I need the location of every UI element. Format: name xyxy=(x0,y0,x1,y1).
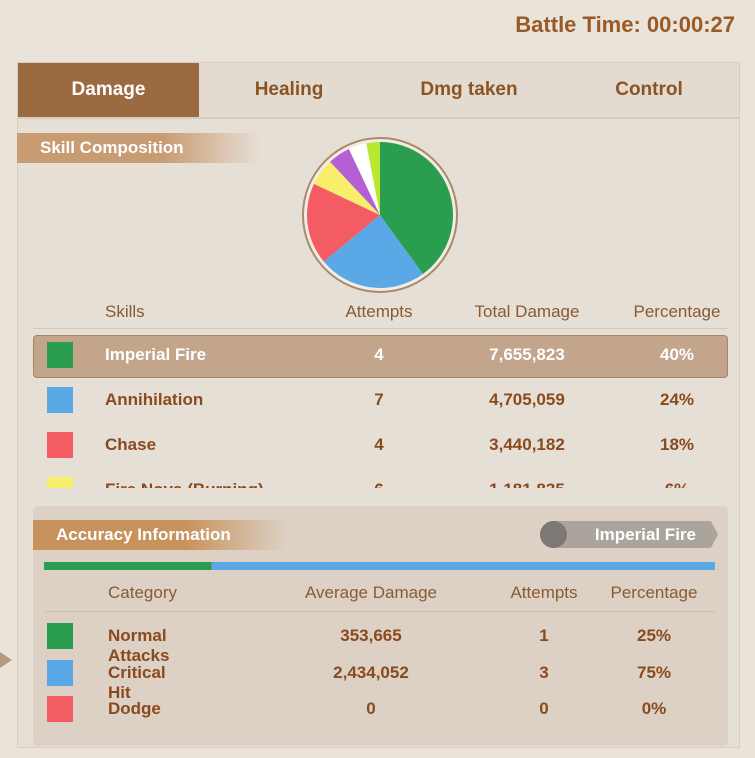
cell: 25% xyxy=(636,626,672,645)
cell: Normal Attacks xyxy=(108,626,170,665)
divider xyxy=(33,328,728,329)
cell: 0 xyxy=(366,699,376,718)
color-swatch xyxy=(47,432,73,458)
cell: 4,705,059 xyxy=(489,390,565,409)
cell: 0 xyxy=(539,699,549,718)
cell: 7,655,823 xyxy=(489,345,565,364)
battle-time: Battle Time: 00:00:27 xyxy=(515,12,735,37)
column-header: Category xyxy=(108,583,177,602)
cell: 75% xyxy=(636,662,672,682)
column-header: Attempts xyxy=(510,583,578,602)
cell: Chase xyxy=(105,435,157,454)
cell: Critical Hit xyxy=(108,662,166,702)
cell: 18% xyxy=(659,435,695,454)
column-header: Attempts xyxy=(345,302,413,321)
skill-tag[interactable]: Imperial Fire xyxy=(540,521,718,548)
column-header: Average Damage xyxy=(305,583,437,602)
tab[interactable]: Healing xyxy=(254,79,324,100)
color-swatch xyxy=(47,623,73,649)
pie-slice xyxy=(307,183,380,262)
divider xyxy=(44,611,715,612)
tab[interactable]: Control xyxy=(615,79,683,100)
tab[interactable]: Damage xyxy=(18,63,199,117)
cell: Dodge xyxy=(108,699,161,718)
cell: 1,181,835 xyxy=(447,480,607,488)
bar-segment xyxy=(211,562,715,570)
pie-slice xyxy=(380,142,453,275)
bar-segment xyxy=(44,562,212,570)
color-swatch xyxy=(47,477,73,488)
cell: Fire Nova (Burning) xyxy=(105,480,264,488)
cell: 0% xyxy=(641,699,667,718)
side-arrow[interactable] xyxy=(0,652,14,668)
color-swatch xyxy=(47,696,73,722)
cell: 1 xyxy=(539,626,549,645)
cell: 6 xyxy=(319,480,439,488)
cell: 4 xyxy=(374,345,384,364)
column-header: Total Damage xyxy=(474,302,580,321)
pie-slice xyxy=(330,148,380,215)
color-swatch xyxy=(47,342,73,368)
section-title: Skill Composition xyxy=(17,133,260,163)
cell: 3 xyxy=(539,662,549,682)
cell: 4 xyxy=(374,435,384,454)
column-header: Percentage xyxy=(610,583,698,602)
skills-table: Imperial Fire 4 7,655,823 40% Annihilation 7 4… xyxy=(0,330,755,488)
pie-slice xyxy=(348,143,380,215)
cell: Imperial Fire xyxy=(105,345,207,364)
cell: 353,665 xyxy=(340,626,402,645)
cell: 40% xyxy=(659,345,695,364)
skill-icon xyxy=(540,521,567,548)
cell: 7 xyxy=(374,390,384,409)
cell: 2,434,052 xyxy=(333,662,409,682)
cell: 24% xyxy=(659,390,695,409)
color-swatch xyxy=(47,659,73,686)
pie-slice xyxy=(323,215,423,288)
cell: 3,440,182 xyxy=(489,435,565,454)
column-header: Percentage xyxy=(633,302,721,321)
selected-row xyxy=(33,335,728,378)
tab-bar: Damage Healing Dmg taken Control xyxy=(17,62,740,118)
tab[interactable]: Dmg taken xyxy=(420,79,518,100)
section-title: Accuracy Information xyxy=(33,520,286,550)
cell: Annihilation xyxy=(105,390,204,409)
pie-slice xyxy=(313,161,380,215)
pie-chart xyxy=(302,137,458,293)
column-header: Skills xyxy=(105,302,145,321)
accuracy-bar xyxy=(44,562,715,570)
cell: 6% xyxy=(617,480,737,488)
color-swatch xyxy=(47,387,73,413)
pie-slice xyxy=(366,142,380,215)
